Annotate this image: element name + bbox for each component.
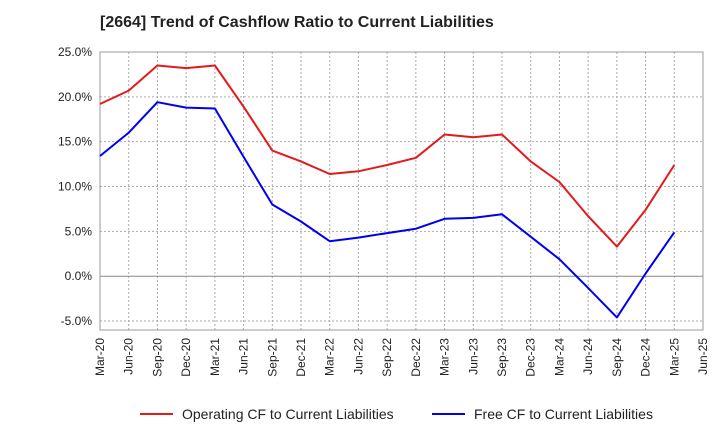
legend-label: Free CF to Current Liabilities bbox=[474, 406, 653, 422]
x-tick-label: Mar-24 bbox=[552, 338, 566, 376]
x-tick-label: Mar-25 bbox=[667, 338, 681, 376]
x-tick-label: Dec-22 bbox=[409, 338, 423, 377]
series-line bbox=[99, 101, 676, 319]
x-tick-label: Dec-21 bbox=[294, 338, 308, 377]
x-tick-label: Mar-20 bbox=[93, 338, 107, 376]
chart-title: [2664] Trend of Cashflow Ratio to Curren… bbox=[100, 14, 494, 31]
x-tick-label: Jun-24 bbox=[581, 338, 595, 375]
x-tick-label: Sep-23 bbox=[495, 338, 509, 377]
grid-layer bbox=[99, 51, 704, 330]
y-tick-label: 25.0% bbox=[58, 45, 92, 59]
x-tick-label: Sep-24 bbox=[610, 338, 624, 377]
legend-label: Operating CF to Current Liabilities bbox=[182, 406, 394, 422]
x-tick-label: Dec-20 bbox=[179, 338, 193, 377]
x-tick-label: Sep-21 bbox=[265, 338, 279, 377]
plot-frame bbox=[99, 51, 704, 331]
x-tick-label: Mar-23 bbox=[438, 338, 452, 376]
y-tick-label: 20.0% bbox=[58, 90, 92, 104]
x-tick-label: Mar-21 bbox=[208, 338, 222, 376]
series-line bbox=[99, 64, 676, 248]
y-tick-label: 0.0% bbox=[65, 269, 93, 283]
y-tick-label: 10.0% bbox=[58, 180, 92, 194]
x-tick-label: Mar-22 bbox=[323, 338, 337, 376]
x-tick-label: Jun-21 bbox=[237, 338, 251, 375]
legend: Operating CF to Current Liabilities Free … bbox=[140, 406, 653, 422]
x-tick-label: Jun-22 bbox=[351, 338, 365, 375]
x-tick-label: Sep-22 bbox=[380, 338, 394, 377]
x-tick-label: Sep-20 bbox=[150, 338, 164, 377]
x-tick-label: Dec-23 bbox=[524, 338, 538, 377]
x-tick-label: Jun-23 bbox=[466, 338, 480, 375]
axis-layer: 25.0% 20.0% 15.0% 10.0% 5.0% 0.0% -5.0%Mar-20 J… bbox=[58, 45, 710, 377]
y-tick-label: 5.0% bbox=[65, 224, 93, 238]
y-tick-label: 15.0% bbox=[58, 135, 92, 149]
x-tick-label: Jun-25 bbox=[696, 338, 710, 375]
x-tick-label: Jun-20 bbox=[122, 338, 136, 375]
y-tick-label: -5.0% bbox=[61, 314, 93, 328]
x-tick-label: Dec-24 bbox=[639, 338, 653, 377]
series-layer bbox=[99, 64, 676, 319]
